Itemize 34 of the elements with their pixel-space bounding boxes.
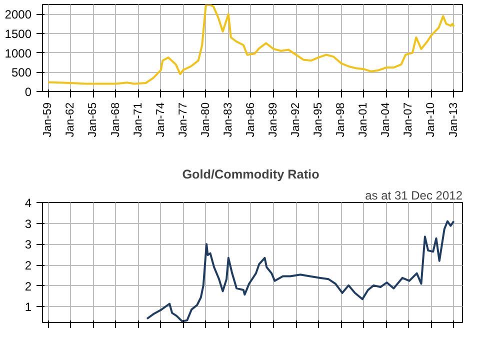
y-tick-label: 4 [24,196,32,210]
y-tick-label: 500 [11,66,32,80]
x-tick-label: Jan-71 [132,102,144,138]
x-tick-label: Jan-80 [200,102,212,138]
y-tick-label: 3 [24,216,32,231]
x-tick-label: Jan-10 [425,102,438,138]
y-tick-label: 3 [24,238,32,252]
x-tick-label: Jan-86 [244,102,257,138]
text: as at 31 Dec 2012 [365,188,463,202]
y-tick-label: 2 [24,258,32,272]
x-tick-label: Jan-98 [335,102,348,138]
chart-title: Gold/Commodity Ratio [182,168,320,182]
y-tick-label: 2000 [4,8,32,22]
line-series [146,220,455,322]
x-tick-label: Jan-04 [380,102,392,138]
x-tick-label: Jan-13 [448,102,460,138]
x-tick-label: Jan-07 [402,102,415,138]
y-tick-label: 0 [24,85,32,99]
y-tick-label: 1 [24,300,32,314]
x-tick-label: Jan-74 [154,102,167,138]
x-tick-label: Jan-68 [110,102,122,138]
x-tick-label: Jan-92 [290,102,302,138]
x-tick-label: Jan-89 [268,102,280,138]
x-tick-label: Jan-65 [87,102,100,138]
y-tick-label: 1500 [4,27,32,41]
y-tick-label: 2 [24,279,32,294]
x-tick-label: Jan-01 [358,102,370,138]
x-tick-label: Jan-83 [222,102,234,138]
x-tick-label: Jan-59 [42,102,54,138]
x-tick-label: Jan-77 [177,102,190,138]
y-tick-label: 1000 [4,46,32,60]
x-tick-label: Jan-95 [312,102,325,138]
x-tick-label: Jan-62 [64,102,77,138]
line-series [47,4,455,85]
